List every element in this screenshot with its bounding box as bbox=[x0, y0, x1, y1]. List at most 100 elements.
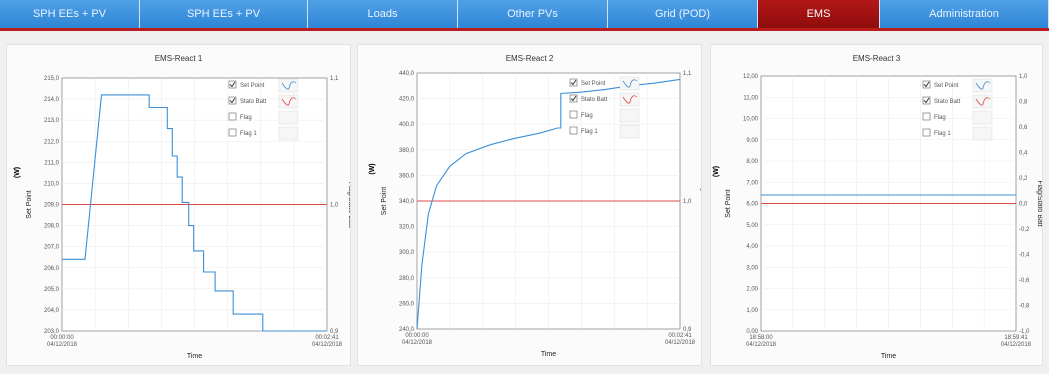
y2-tick-label: 0,6 bbox=[1019, 125, 1028, 131]
legend-checkbox bbox=[569, 126, 578, 135]
legend-swatch-box bbox=[619, 108, 640, 123]
series-line-set-point bbox=[416, 78, 681, 330]
y2-tick-label: 1,0 bbox=[330, 203, 339, 209]
x-tick-label-start-time: 00:00:00 bbox=[50, 335, 74, 341]
legend-checkbox bbox=[228, 112, 237, 121]
x-tick-label-start-date: 04/12/2018 bbox=[47, 342, 78, 348]
y-tick-label: 0,00 bbox=[746, 329, 758, 335]
x-axis-title: Time bbox=[541, 351, 556, 358]
x-tick-label-end-date: 04/12/2018 bbox=[1001, 342, 1032, 348]
y-tick-label: 213,0 bbox=[44, 118, 60, 124]
legend-checkbox bbox=[922, 128, 931, 137]
legend-checkbox bbox=[228, 128, 237, 137]
x-tick-label-end-date: 04/12/2018 bbox=[665, 340, 696, 346]
y2-tick-label: -0,2 bbox=[1019, 227, 1030, 233]
legend-line-sample bbox=[975, 97, 991, 106]
legend-label: Set Point bbox=[581, 81, 606, 87]
y-tick-label: 215,0 bbox=[44, 76, 60, 82]
x-tick-label-end-time: 00:02:41 bbox=[315, 335, 339, 341]
tab-ems[interactable]: EMS bbox=[758, 0, 880, 28]
x-tick-label-start-date: 04/12/2018 bbox=[402, 340, 433, 346]
x-tick-label-end-time: 18:59:41 bbox=[1004, 335, 1028, 341]
legend-checkbox bbox=[922, 80, 931, 89]
tab-sph-ees-pv-2[interactable]: SPH EEs + PV bbox=[140, 0, 308, 28]
y-tick-label: 11,00 bbox=[743, 95, 758, 101]
legend-swatch-box bbox=[619, 76, 640, 91]
legend-label: Set Point bbox=[240, 83, 265, 89]
y-tick-label: 3,00 bbox=[746, 265, 758, 271]
y-tick-label: 340,0 bbox=[399, 199, 415, 205]
y-tick-label: 8,00 bbox=[746, 159, 758, 165]
tab-sph-ees-pv-1[interactable]: SPH EEs + PV bbox=[0, 0, 140, 28]
y-tick-label: 5,00 bbox=[746, 223, 758, 229]
y-tick-label: 4,00 bbox=[746, 244, 758, 250]
y-tick-label: 360,0 bbox=[399, 173, 415, 179]
y-tick-label: 203,0 bbox=[44, 329, 60, 335]
y-tick-label: 2,00 bbox=[746, 287, 758, 293]
y-tick-label: 204,0 bbox=[44, 308, 60, 314]
chart-panel-ems-react-2: EMS-React 2 440,0 420,0 400,0 380,0 360,0 340… bbox=[357, 44, 702, 366]
y-tick-label: 420,0 bbox=[399, 97, 415, 103]
y2-tick-label: 0,4 bbox=[1019, 151, 1028, 157]
legend-swatch-box bbox=[972, 110, 993, 125]
legend-label: Stato Batt bbox=[581, 97, 608, 103]
legend-checkbox bbox=[569, 94, 578, 103]
series-line-set-point bbox=[62, 94, 327, 332]
legend-label: Flag bbox=[581, 113, 593, 119]
chart-panel-ems-react-3: EMS-React 3 12,00 11,00 10,00 9,00 8,00 7,00 6… bbox=[710, 44, 1043, 366]
legend-checkbox bbox=[228, 80, 237, 89]
y2-tick-label: 0,8 bbox=[1019, 100, 1028, 106]
y2-tick-label: 0,9 bbox=[330, 329, 339, 335]
chart-panel-ems-react-1: EMS-React 1 215,0 214,0 213,0 212,0 211,0 210… bbox=[6, 44, 351, 366]
legend-label: Flag 1 bbox=[934, 131, 951, 137]
x-tick-label-start-time: 00:00:00 bbox=[405, 333, 429, 339]
y-tick-label: 6,00 bbox=[746, 202, 758, 208]
legend-checkbox bbox=[922, 96, 931, 105]
legend-swatch-box bbox=[278, 94, 299, 109]
y2-axis-title: Flag/Stato Batt bbox=[1036, 180, 1042, 226]
chart-title: EMS-React 3 bbox=[852, 54, 901, 63]
x-tick-label-start-date: 04/12/2018 bbox=[746, 342, 777, 348]
legend-line-sample bbox=[622, 95, 638, 104]
y-tick-label: 209,0 bbox=[44, 203, 60, 209]
x-tick-label-end-date: 04/12/2018 bbox=[312, 342, 343, 348]
legend-swatch-box bbox=[278, 110, 299, 125]
y-tick-label: 9,00 bbox=[746, 138, 758, 144]
y2-tick-label: 1,0 bbox=[683, 199, 692, 205]
legend-swatch-box bbox=[278, 78, 299, 93]
legend-check-mark bbox=[923, 97, 930, 104]
y-tick-label: 210,0 bbox=[44, 181, 60, 187]
legend-line-sample bbox=[975, 81, 991, 90]
tab-grid-pod[interactable]: Grid (POD) bbox=[608, 0, 758, 28]
legend-checkbox bbox=[569, 110, 578, 119]
y-tick-label: 206,0 bbox=[44, 266, 60, 272]
x-axis-title: Time bbox=[881, 353, 896, 360]
y2-tick-label: 1,1 bbox=[683, 71, 692, 77]
y2-tick-label: 0,0 bbox=[1019, 202, 1028, 208]
y-axis-title: Set Point bbox=[26, 190, 33, 218]
legend-label: Stato Batt bbox=[934, 99, 961, 105]
legend-label: Set Point bbox=[934, 83, 959, 89]
active-tab-underline bbox=[0, 28, 1049, 31]
legend-label: Flag bbox=[934, 115, 946, 121]
tab-administration[interactable]: Administration bbox=[880, 0, 1049, 28]
legend-line-sample bbox=[281, 97, 297, 106]
y-tick-label: 440,0 bbox=[399, 71, 415, 77]
chart-ems-react-3: 12,00 11,00 10,00 9,00 8,00 7,00 6,00 5,00 4,00 3… bbox=[713, 74, 1042, 360]
y-tick-label: 380,0 bbox=[399, 148, 415, 154]
y2-tick-label: -1,0 bbox=[1019, 329, 1030, 335]
legend-line-sample bbox=[281, 81, 297, 90]
tab-loads[interactable]: Loads bbox=[308, 0, 458, 28]
legend-label: Stato Batt bbox=[240, 99, 267, 105]
y-tick-label: 260,0 bbox=[399, 301, 415, 307]
legend-swatch-box bbox=[619, 124, 640, 139]
y2-axis-title: Flag/Stato Batt bbox=[700, 178, 701, 224]
y2-tick-label: 1,1 bbox=[330, 76, 339, 82]
y-tick-label: 208,0 bbox=[44, 224, 60, 230]
y-tick-label: 280,0 bbox=[399, 276, 415, 282]
y2-axis-title: Flag/Stato Batt bbox=[347, 181, 350, 227]
tab-other-pvs[interactable]: Other PVs bbox=[458, 0, 608, 28]
y-tick-label: 212,0 bbox=[44, 139, 60, 145]
chart-ems-react-1: 215,0 214,0 213,0 212,0 211,0 210,0 209,0 208,0… bbox=[14, 76, 350, 360]
chart-title: EMS-React 1 bbox=[154, 54, 203, 63]
